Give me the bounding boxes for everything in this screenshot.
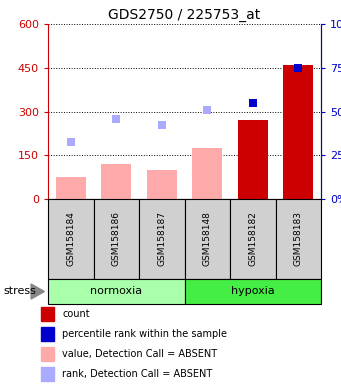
Bar	[184, 199, 230, 279]
Text: value, Detection Call = ABSENT: value, Detection Call = ABSENT	[62, 349, 217, 359]
Title: GDS2750 / 225753_at: GDS2750 / 225753_at	[108, 8, 261, 22]
Text: GSM158183: GSM158183	[294, 212, 303, 266]
Bar	[283, 65, 313, 199]
Bar	[147, 170, 177, 199]
Text: GSM158184: GSM158184	[66, 212, 75, 266]
Bar	[56, 177, 86, 199]
Bar	[184, 279, 321, 304]
Bar	[41, 327, 54, 341]
Bar	[41, 307, 54, 321]
Bar	[93, 199, 139, 279]
Bar	[192, 148, 222, 199]
Text: rank, Detection Call = ABSENT: rank, Detection Call = ABSENT	[62, 369, 212, 379]
Bar	[48, 279, 184, 304]
Text: GSM158187: GSM158187	[157, 212, 166, 266]
Bar	[276, 199, 321, 279]
Text: GSM158148: GSM158148	[203, 212, 212, 266]
Text: GSM158186: GSM158186	[112, 212, 121, 266]
Polygon shape	[31, 284, 44, 299]
Text: GSM158182: GSM158182	[248, 212, 257, 266]
Bar	[139, 199, 184, 279]
Bar	[41, 367, 54, 381]
Text: percentile rank within the sample: percentile rank within the sample	[62, 329, 227, 339]
Bar	[48, 199, 93, 279]
Bar	[230, 199, 276, 279]
Text: stress: stress	[3, 286, 36, 296]
Text: count: count	[62, 309, 90, 319]
Text: hypoxia: hypoxia	[231, 286, 275, 296]
Bar	[238, 120, 268, 199]
Text: normoxia: normoxia	[90, 286, 142, 296]
Bar	[102, 164, 131, 199]
Bar	[41, 347, 54, 361]
